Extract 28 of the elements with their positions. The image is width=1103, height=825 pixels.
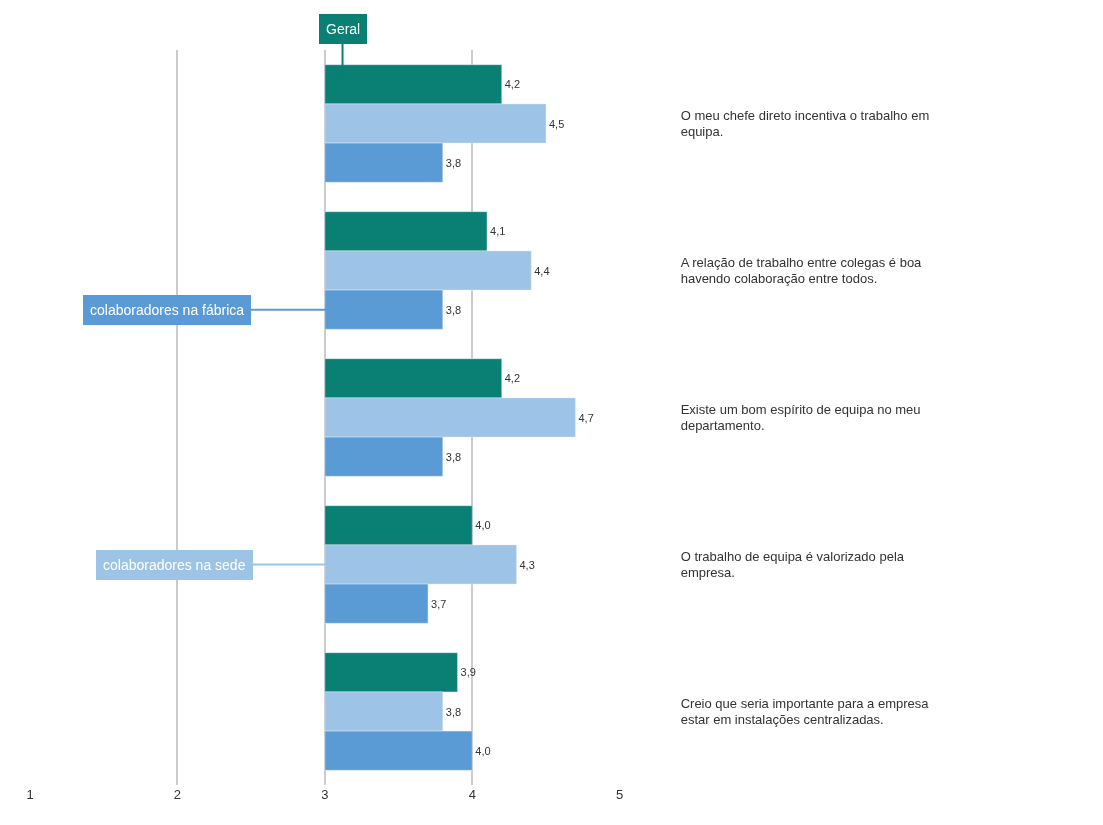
data-label: 4,5 [548,117,565,130]
data-label: 4,2 [504,372,521,385]
x-tick-label: 5 [616,787,624,802]
y-tick-label: Existe um bom espírito de equipa no meu departamento. [680,401,921,434]
data-label: 3,8 [445,156,462,169]
data-label: 4,0 [475,744,491,757]
data-label: 3,7 [431,597,447,610]
y-tick-label: O meu chefe direto incentiva o trabalho em equipa. [680,107,930,140]
series-label: Geral [326,21,361,37]
y-tick-label: O trabalho de equipa é valorizado pela empresa. [680,548,905,581]
text: colaboradores na fábrica [90,302,245,318]
x-tick-label: 1 [26,787,34,802]
data-label: 4,0 [475,519,491,532]
data-label: 3,8 [445,450,462,463]
data-label: 4,7 [578,411,594,424]
data-label: 3,8 [445,705,462,718]
data-label: 3,9 [460,666,476,679]
text: colaboradores na sede [103,557,246,573]
data-label: 4,4 [534,264,550,277]
data-label: 4,3 [519,558,535,571]
data-label: 3,8 [445,303,462,316]
data-label: 4,1 [490,225,506,238]
y-tick-label: Creio que seria importante para a empresa estar em instalações centralizadas. [680,695,930,728]
y-tick-label: A relação de trabalho entre colegas é boa havendo colaboração entre todos. [680,254,923,287]
x-tick-label: 2 [173,787,182,802]
x-tick-label: 3 [321,787,329,802]
x-tick-label: 4 [468,787,476,802]
data-label: 4,2 [504,78,521,91]
